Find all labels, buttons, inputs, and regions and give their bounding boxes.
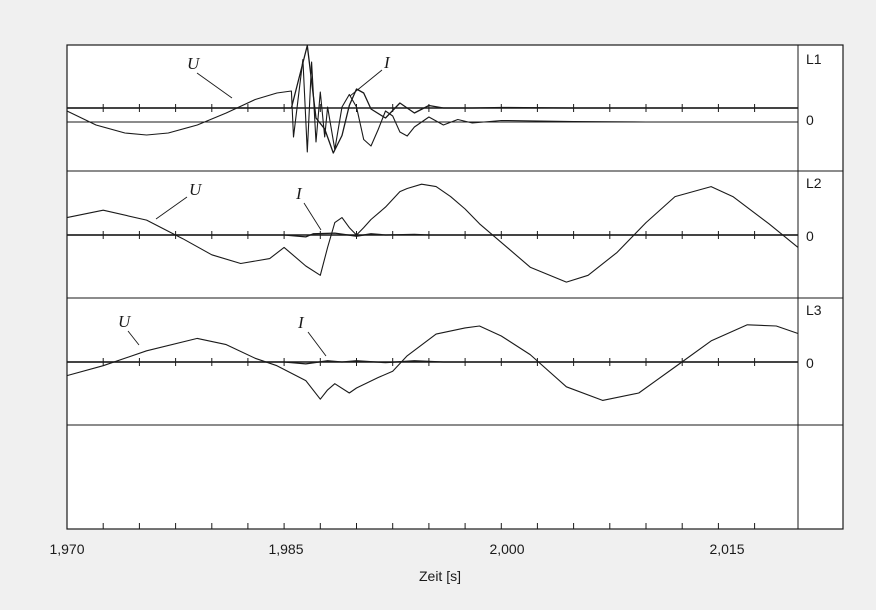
l1-i-label: I [383, 53, 391, 72]
l1-i-leader [349, 69, 383, 97]
l2-u-leader [155, 196, 188, 220]
l3-voltage-trace [66, 324, 799, 401]
l2-zero-label: 0 [806, 228, 814, 244]
l3-i-label: I [297, 313, 305, 332]
l2-voltage-trace [66, 183, 799, 283]
l1-u-label: U [187, 54, 201, 73]
l3-u-leader [127, 330, 140, 346]
plot-area [67, 45, 843, 529]
x-tick-label-2000: 2,000 [489, 541, 524, 557]
x-tick-label-1985: 1,985 [268, 541, 303, 557]
x-tick-label-2015: 2,015 [709, 541, 744, 557]
x-axis-label: Zeit [s] [419, 568, 461, 584]
l1-phase-label: L1 [806, 51, 822, 67]
l2-current-trace [67, 232, 798, 238]
x-tick-label-1970: 1,970 [49, 541, 84, 557]
l2-i-leader [303, 202, 322, 231]
l1-zero-label: 0 [806, 112, 814, 128]
l3-current-trace [67, 360, 798, 365]
l3-i-leader [307, 331, 327, 357]
l2-phase-label: L2 [806, 175, 822, 191]
l3-phase-label: L3 [806, 302, 822, 318]
l2-u-label: U [189, 180, 203, 199]
plot-frame [66, 44, 844, 530]
l3-u-label: U [118, 312, 132, 331]
l2-i-label: I [295, 184, 303, 203]
l3-zero-label: 0 [806, 355, 814, 371]
l1-current-trace [67, 44, 798, 154]
l1-u-leader [196, 72, 233, 99]
